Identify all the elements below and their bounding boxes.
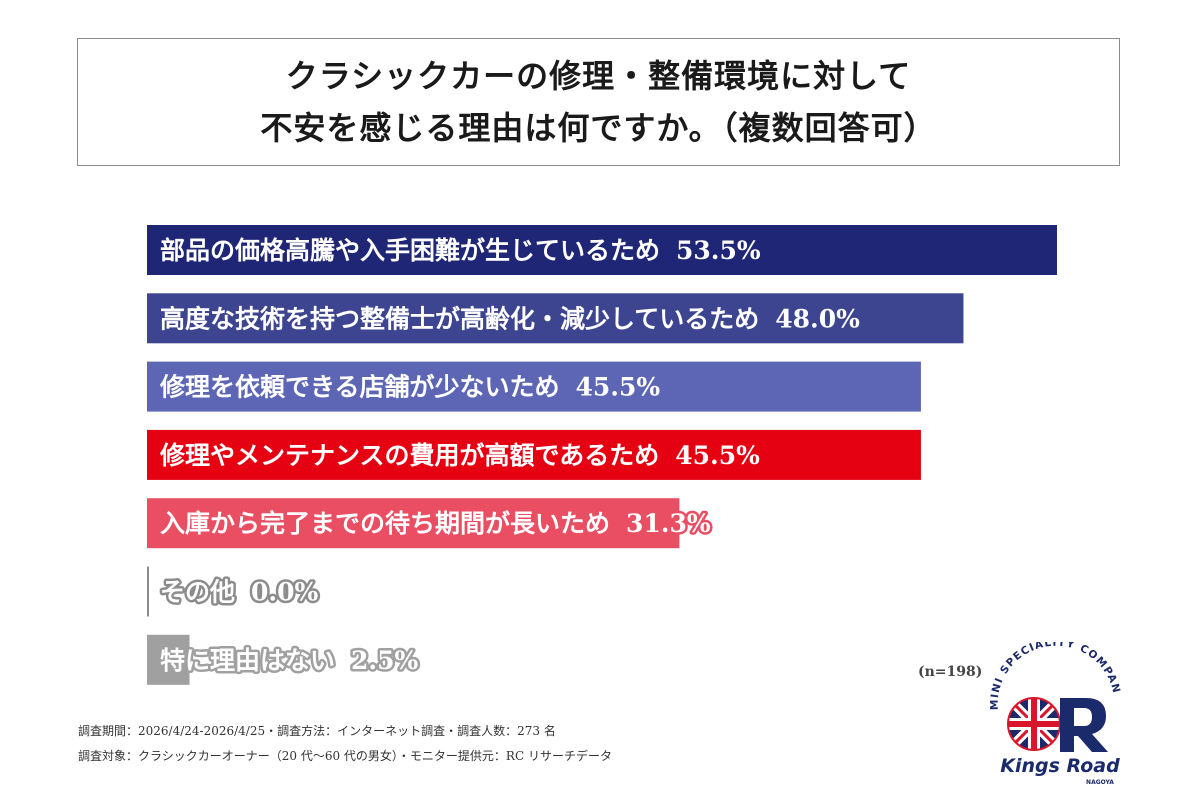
value-label: 31.3% — [626, 509, 711, 538]
bar — [147, 225, 1057, 275]
bar — [147, 634, 190, 685]
bar — [147, 293, 964, 344]
category-label: 入庫から完了までの待ち期間が長いため — [160, 509, 610, 538]
bar-row: 部品の価格高騰や入手困難が生じているため 53.5% — [147, 225, 1057, 275]
logo-city-text: NAGOYA — [1086, 779, 1114, 786]
bar-label: 部品の価格高騰や入手困難が生じているため 53.5% — [160, 236, 761, 265]
bar — [147, 429, 921, 480]
bar-row: 特に理由はない 2.5% — [147, 634, 421, 685]
category-label: 修理やメンテナンスの費用が高額であるため — [159, 441, 659, 470]
survey-target-footnote: 調査対象：クラシックカーオーナー（20 代〜60 代の男女）・モニター提供元：R… — [78, 749, 612, 763]
bar — [147, 566, 149, 617]
bar-row: 修理やメンテナンスの費用が高額であるため 45.5% — [147, 429, 921, 480]
category-label: 特に理由はない — [160, 646, 335, 675]
bar-label: 修理やメンテナンスの費用が高額であるため 45.5% — [159, 441, 760, 470]
value-label: 45.5% — [576, 373, 661, 402]
category-label: 高度な技術を持つ整備士が高齢化・減少しているため — [160, 304, 759, 333]
bar — [147, 361, 921, 412]
bar-label: 高度な技術を持つ整備士が高齢化・減少しているため 48.0% — [160, 304, 860, 333]
bar-chart: 部品の価格高騰や入手困難が生じているため 53.5% 高度な技術を持つ整備士が高齢化… — [147, 225, 1057, 685]
category-label: その他 — [160, 578, 235, 607]
value-label: 0.0% — [251, 578, 318, 607]
kings-road-logo: MINI SPECIALITY COMPANY Kings Road NAGOY… — [988, 642, 1122, 786]
logo-brand-text: Kings Road — [1000, 755, 1120, 777]
chart-title-line-2: 不安を感じる理由は何ですか。（複数回答可） — [260, 109, 937, 147]
bar-label: その他 0.0% — [160, 578, 319, 607]
sample-size-label: (n=198) — [918, 664, 983, 680]
survey-period-footnote: 調査期間：2026/4/24-2026/4/25・調査方法：インターネット調査・… — [78, 724, 556, 738]
value-label: 2.5% — [351, 646, 418, 675]
bar — [147, 498, 680, 549]
bar-label: 入庫から完了までの待ち期間が長いため 31.3% — [160, 509, 711, 538]
value-label: 53.5% — [676, 236, 761, 265]
title-box: クラシックカーの修理・整備環境に対して 不安を感じる理由は何ですか。（複数回答可… — [77, 38, 1120, 166]
bar-row: その他 0.0% — [147, 566, 321, 617]
bar-label: 修理を依頼できる店舗が少ないため 45.5% — [159, 373, 660, 402]
bar-row: 入庫から完了までの待ち期間が長いため 31.3% — [147, 498, 713, 549]
r-letter-icon — [1060, 698, 1108, 752]
bar-label: 特に理由はない 2.5% — [160, 646, 419, 675]
chart-title-line-1: クラシックカーの修理・整備環境に対して — [285, 57, 912, 95]
logo-arc-text: MINI SPECIALITY COMPANY — [988, 642, 1122, 710]
bar-row: 高度な技術を持つ整備士が高齢化・減少しているため 48.0% — [147, 293, 964, 344]
category-label: 修理を依頼できる店舗が少ないため — [159, 373, 560, 402]
category-label: 部品の価格高騰や入手困難が生じているため — [160, 236, 660, 265]
union-jack-icon — [1008, 698, 1060, 750]
value-label: 48.0% — [775, 304, 860, 333]
value-label: 45.5% — [675, 441, 760, 470]
bar-row: 修理を依頼できる店舗が少ないため 45.5% — [147, 361, 921, 412]
